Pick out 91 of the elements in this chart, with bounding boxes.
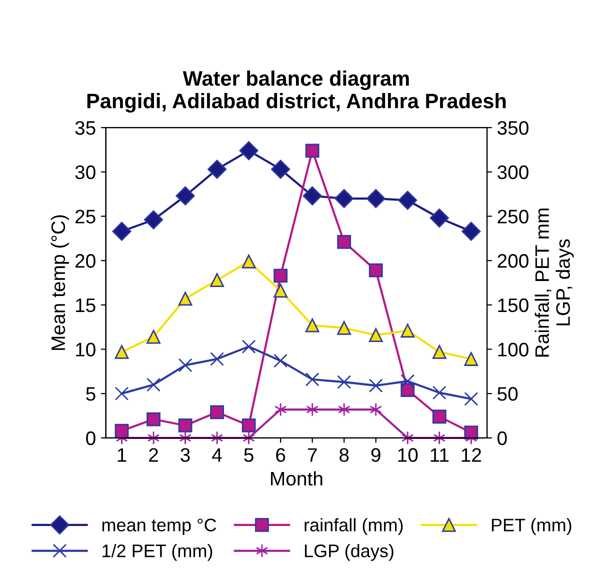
y2-tick-label: 0 xyxy=(498,431,507,446)
point xyxy=(210,273,224,288)
point xyxy=(400,383,415,397)
point xyxy=(370,402,382,416)
legend-label: rainfall (mm) xyxy=(304,518,403,535)
y-tick-label: 0 xyxy=(86,431,96,446)
point xyxy=(178,418,192,432)
x-tick-label: 2 xyxy=(149,448,158,462)
point xyxy=(274,402,287,416)
point xyxy=(338,402,350,416)
y2-tick-label: 100 xyxy=(498,342,528,356)
point xyxy=(334,188,354,208)
legend-label: PET (mm) xyxy=(492,518,572,535)
x-tick-label: 1 xyxy=(118,448,126,462)
point xyxy=(398,190,418,210)
y-tick-label: 25 xyxy=(76,210,96,224)
point xyxy=(242,340,256,354)
x-tick-label: 7 xyxy=(308,448,317,462)
y2-tick-label: 250 xyxy=(498,210,528,224)
point xyxy=(274,354,288,368)
x-tick-label: 3 xyxy=(180,448,190,462)
point xyxy=(430,208,449,228)
y-tick-label: 35 xyxy=(75,121,96,135)
x-tick-label: 6 xyxy=(276,448,286,462)
legend-label: LGP (days) xyxy=(304,544,394,561)
y2-tick-label: 350 xyxy=(497,121,528,135)
y2-tick-label: 300 xyxy=(497,165,528,180)
point xyxy=(239,141,258,160)
point xyxy=(242,418,256,432)
y-tick-label: 20 xyxy=(76,254,96,268)
y-tick-label: 5 xyxy=(86,387,96,401)
point xyxy=(176,186,195,206)
point xyxy=(242,254,256,268)
y2-axis-title: Rainfall, PET mm LGP, days xyxy=(534,208,574,357)
x-tick-label: 4 xyxy=(212,448,222,462)
point xyxy=(368,378,383,393)
point xyxy=(464,392,478,406)
x-tick-label: 10 xyxy=(398,448,418,462)
point xyxy=(305,144,320,158)
y-tick-label: 30 xyxy=(75,165,96,180)
point xyxy=(432,344,446,359)
y2-tick-label: 50 xyxy=(498,387,518,401)
point xyxy=(305,372,320,386)
point xyxy=(302,186,322,206)
point xyxy=(114,386,129,401)
legend-label: 1/2 PET (mm) xyxy=(102,544,212,561)
point xyxy=(146,378,160,392)
point xyxy=(242,430,255,445)
point xyxy=(112,222,132,241)
point xyxy=(337,321,352,335)
legend-label: mean temp °C xyxy=(102,518,216,535)
point xyxy=(271,160,290,179)
y-axis-title: Mean temp (°C) xyxy=(50,215,69,350)
point xyxy=(305,318,320,332)
x-tick-label: 11 xyxy=(430,448,449,462)
point xyxy=(400,374,415,388)
point xyxy=(337,375,352,389)
point xyxy=(274,268,288,283)
y-tick-label: 15 xyxy=(76,298,96,312)
point xyxy=(432,410,446,424)
point xyxy=(146,330,160,344)
point xyxy=(179,430,192,445)
point xyxy=(402,430,414,445)
x-tick-label: 5 xyxy=(244,448,254,462)
point xyxy=(116,430,128,445)
point xyxy=(368,263,383,278)
x-tick-label: 12 xyxy=(462,448,481,462)
point xyxy=(178,292,192,306)
point xyxy=(400,324,415,338)
y2-tick-label: 200 xyxy=(498,254,528,268)
point xyxy=(432,386,446,400)
point xyxy=(368,328,383,342)
x-axis-title: Month xyxy=(271,471,322,486)
point xyxy=(210,352,224,366)
point xyxy=(274,284,288,298)
chart-title: Water balance diagram Pangidi, Adilabad district, Andhra Pradesh xyxy=(87,70,506,113)
point xyxy=(366,188,386,208)
point xyxy=(337,235,352,249)
point xyxy=(208,160,227,179)
point xyxy=(146,412,160,426)
point xyxy=(114,344,129,359)
point xyxy=(178,358,192,372)
x-tick-label: 9 xyxy=(371,448,380,462)
x-tick-label: 8 xyxy=(340,448,349,462)
point xyxy=(464,352,478,366)
y-tick-label: 10 xyxy=(76,342,96,356)
point xyxy=(210,405,224,420)
point xyxy=(306,402,318,416)
point xyxy=(462,222,481,241)
point xyxy=(144,210,164,230)
y2-tick-label: 150 xyxy=(498,298,528,312)
